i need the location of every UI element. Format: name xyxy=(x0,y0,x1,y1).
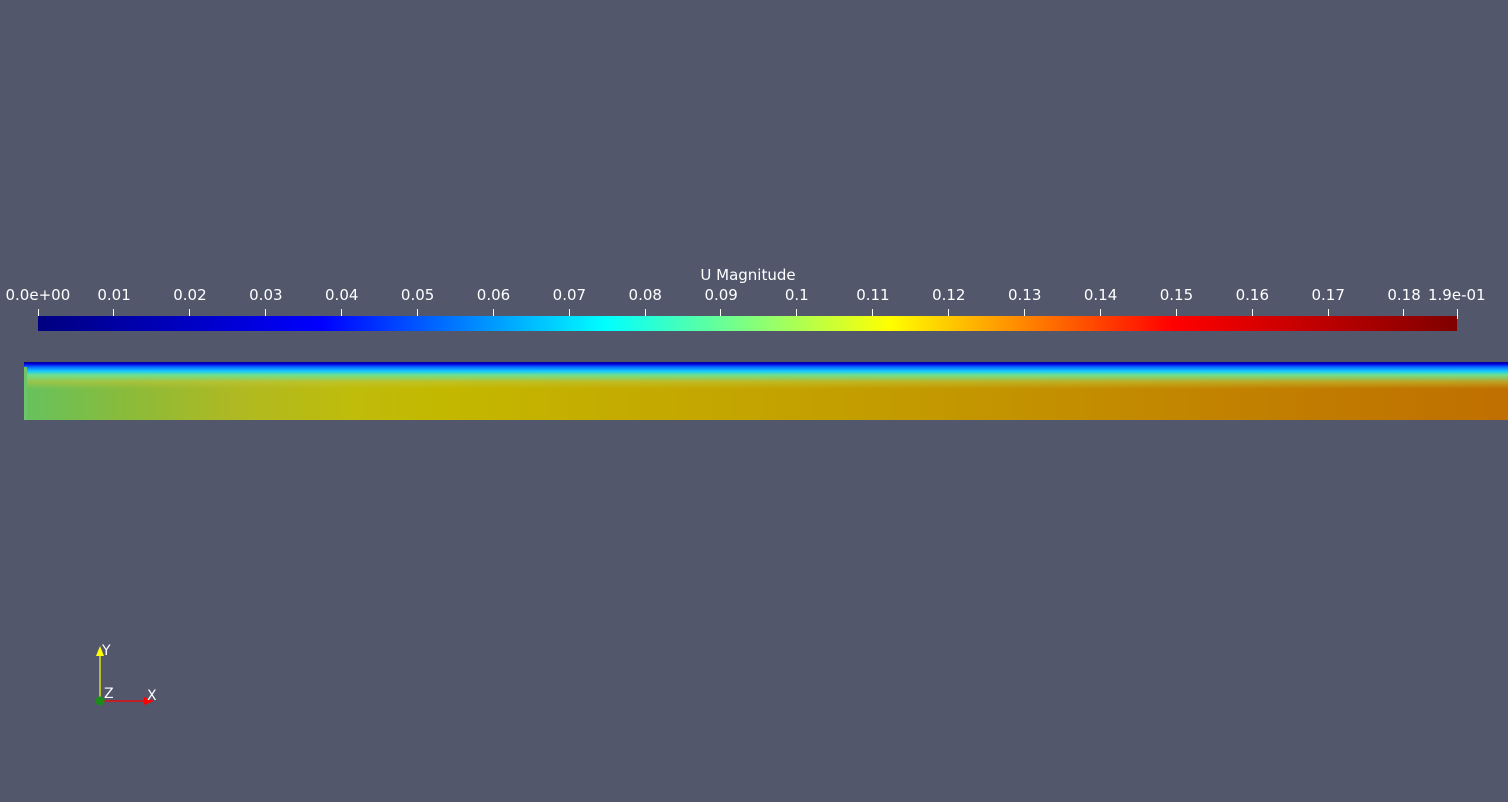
color-legend-tick-label: 0.12 xyxy=(932,286,966,304)
z-axis-label: Z xyxy=(104,686,114,702)
color-legend-tick-mark xyxy=(644,309,646,319)
color-legend-tick-mark xyxy=(1099,309,1101,319)
velocity-field-domain[interactable] xyxy=(24,362,1508,420)
color-legend-bar xyxy=(38,316,1457,331)
color-legend-tick-mark xyxy=(872,309,874,319)
color-legend-tick-label: 0.08 xyxy=(628,286,662,304)
z-axis-point xyxy=(95,696,105,706)
velocity-field-inlet-edge xyxy=(24,367,27,420)
color-legend-tick-mark xyxy=(720,309,722,319)
color-legend-tick-mark xyxy=(796,309,798,319)
color-legend-tick-label: 0.04 xyxy=(325,286,359,304)
x-axis-arrowhead xyxy=(144,697,154,705)
color-legend-tick-mark xyxy=(1403,309,1405,319)
color-legend-tick-label: 0.01 xyxy=(97,286,131,304)
color-legend-tick-label: 0.03 xyxy=(249,286,283,304)
color-legend-tick-label: 0.09 xyxy=(704,286,738,304)
color-legend-tick-mark xyxy=(113,309,115,319)
color-legend-tick-mark xyxy=(37,309,39,319)
orientation-axes-graphic xyxy=(95,646,154,706)
color-legend-tick-label: 0.15 xyxy=(1159,286,1194,304)
x-axis-label: X xyxy=(147,688,157,704)
color-legend-tick-label: 0.14 xyxy=(1083,286,1118,304)
color-legend-tick-label: 0.05 xyxy=(400,286,435,304)
color-legend-tick-mark xyxy=(1175,309,1177,319)
y-axis-arrowhead xyxy=(96,646,104,656)
y-axis-label: Y xyxy=(102,643,111,659)
color-legend-tick-label: 0.18 xyxy=(1387,286,1421,304)
color-legend-tick-mark xyxy=(1251,309,1253,319)
color-legend-tick-label: 0.17 xyxy=(1311,286,1345,304)
velocity-field-wall-layer xyxy=(24,362,1508,420)
color-legend-tick-mark xyxy=(416,309,418,319)
color-legend-tick-label: 0.06 xyxy=(476,286,511,304)
color-legend-tick-label: 0.11 xyxy=(856,286,890,304)
color-legend-tick-mark xyxy=(1023,309,1025,319)
color-legend-tick-label: 0.0e+00 xyxy=(5,286,71,304)
color-legend-tick-mark xyxy=(1327,309,1329,319)
color-legend-tick-label: 1.9e-01 xyxy=(1428,286,1486,304)
color-legend-tick-mark xyxy=(265,309,267,319)
color-legend-tick-mark xyxy=(1456,309,1458,319)
color-legend-tick-label: 0.1 xyxy=(784,286,809,304)
color-legend-tick-label: 0.13 xyxy=(1007,286,1042,304)
color-legend-tick-label: 0.16 xyxy=(1235,286,1270,304)
color-legend-tick-label: 0.07 xyxy=(552,286,587,304)
color-legend-tick-mark xyxy=(189,309,191,319)
orientation-axes: Y Z X xyxy=(88,640,178,715)
color-legend-tick-mark xyxy=(341,309,343,319)
color-legend-tick-mark xyxy=(568,309,570,319)
color-legend-title: U Magnitude xyxy=(700,266,796,284)
color-legend-tick-mark xyxy=(948,309,950,319)
color-legend-tick-mark xyxy=(492,309,494,319)
color-legend-tick-label: 0.02 xyxy=(173,286,207,304)
